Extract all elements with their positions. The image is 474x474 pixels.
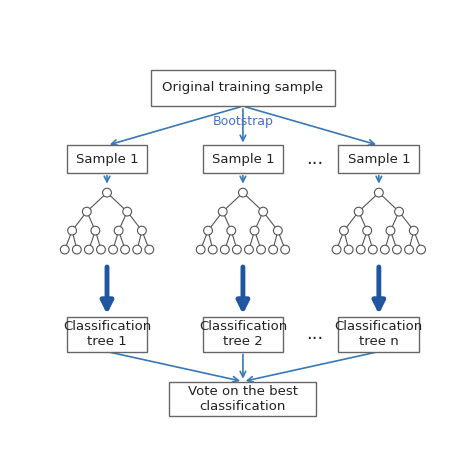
Circle shape — [269, 245, 277, 254]
Circle shape — [91, 226, 100, 235]
Circle shape — [60, 245, 69, 254]
FancyBboxPatch shape — [202, 146, 283, 173]
FancyBboxPatch shape — [202, 317, 283, 352]
Circle shape — [114, 226, 123, 235]
FancyBboxPatch shape — [66, 146, 147, 173]
Circle shape — [145, 245, 154, 254]
Text: Sample 1: Sample 1 — [76, 153, 138, 165]
Circle shape — [232, 245, 241, 254]
Circle shape — [363, 226, 372, 235]
Text: ...: ... — [306, 325, 323, 343]
Circle shape — [137, 226, 146, 235]
Circle shape — [395, 207, 403, 216]
FancyBboxPatch shape — [169, 382, 316, 416]
Circle shape — [332, 245, 341, 254]
Circle shape — [256, 245, 265, 254]
Circle shape — [386, 226, 395, 235]
Text: ...: ... — [306, 150, 323, 168]
Circle shape — [273, 226, 282, 235]
Circle shape — [344, 245, 353, 254]
Circle shape — [97, 245, 105, 254]
Text: Sample 1: Sample 1 — [347, 153, 410, 165]
Circle shape — [84, 245, 93, 254]
Circle shape — [374, 188, 383, 197]
Circle shape — [410, 226, 418, 235]
Circle shape — [82, 207, 91, 216]
Circle shape — [259, 207, 267, 216]
FancyBboxPatch shape — [66, 317, 147, 352]
Circle shape — [109, 245, 118, 254]
Circle shape — [204, 226, 212, 235]
Text: Original training sample: Original training sample — [163, 82, 323, 94]
FancyBboxPatch shape — [338, 317, 419, 352]
Circle shape — [339, 226, 348, 235]
Circle shape — [392, 245, 401, 254]
Circle shape — [238, 188, 247, 197]
Circle shape — [368, 245, 377, 254]
Circle shape — [196, 245, 205, 254]
FancyBboxPatch shape — [338, 146, 419, 173]
Circle shape — [356, 245, 365, 254]
Circle shape — [227, 226, 236, 235]
Circle shape — [381, 245, 389, 254]
Text: Classification
tree 2: Classification tree 2 — [199, 320, 287, 348]
Circle shape — [209, 245, 217, 254]
Circle shape — [250, 226, 259, 235]
Circle shape — [220, 245, 229, 254]
Circle shape — [73, 245, 81, 254]
Circle shape — [68, 226, 76, 235]
Text: Sample 1: Sample 1 — [211, 153, 274, 165]
Circle shape — [123, 207, 132, 216]
Circle shape — [121, 245, 129, 254]
Circle shape — [354, 207, 363, 216]
Text: Bootstrap: Bootstrap — [212, 115, 273, 128]
Circle shape — [281, 245, 290, 254]
Circle shape — [405, 245, 413, 254]
Text: Classification
tree 1: Classification tree 1 — [63, 320, 151, 348]
Circle shape — [245, 245, 254, 254]
Circle shape — [219, 207, 227, 216]
Text: Classification
tree n: Classification tree n — [335, 320, 423, 348]
Text: Vote on the best
classification: Vote on the best classification — [188, 385, 298, 413]
Circle shape — [417, 245, 426, 254]
FancyBboxPatch shape — [151, 70, 335, 106]
Circle shape — [102, 188, 111, 197]
Circle shape — [133, 245, 142, 254]
